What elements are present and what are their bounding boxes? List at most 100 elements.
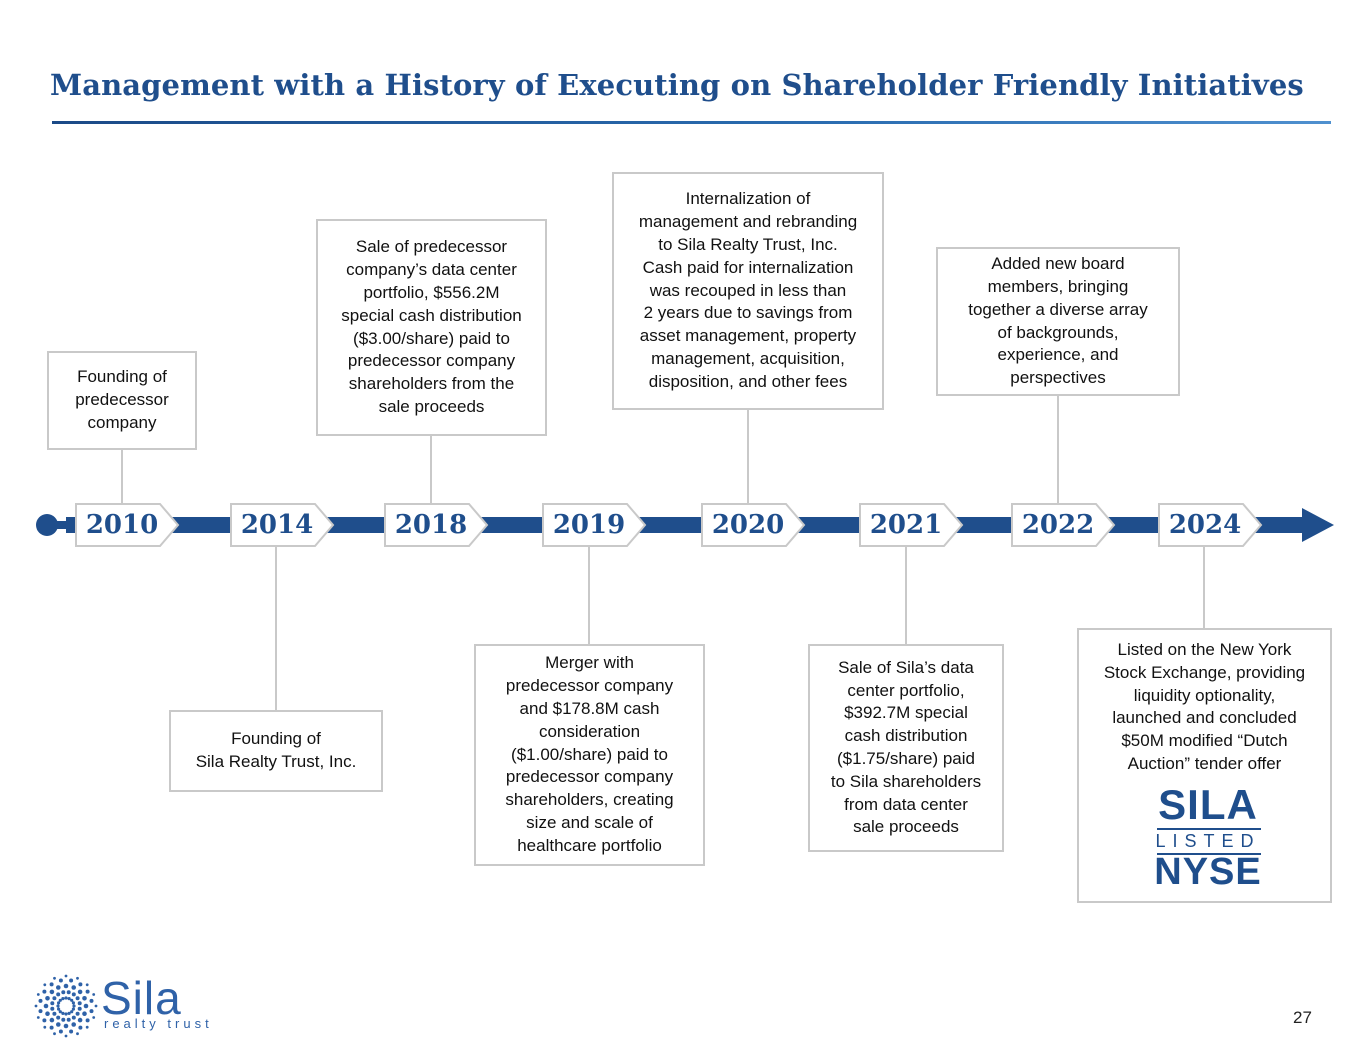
timeline-bar — [66, 517, 1306, 533]
logo-dot — [49, 1017, 55, 1023]
year-chevron-2021 — [859, 503, 964, 547]
page-number: 27 — [1293, 1008, 1312, 1027]
logo-dot — [56, 1022, 61, 1027]
logo-dot — [38, 1009, 43, 1014]
logo-dot — [45, 996, 50, 1001]
event-box-2022: Added new board members, bringing togeth… — [936, 247, 1180, 396]
logo-dot — [56, 985, 61, 990]
logo-dot — [71, 1022, 76, 1027]
logo-dot — [64, 1012, 68, 1016]
logo-dot — [78, 1025, 83, 1030]
logo-dot — [36, 1016, 40, 1019]
year-2024-label: 2024 — [1168, 510, 1242, 540]
event-text-2020: Internalization of management and rebran… — [638, 189, 858, 391]
logo-dot — [42, 1018, 47, 1023]
logo-dot — [75, 996, 80, 1001]
year-chevron-2022 — [1011, 503, 1116, 547]
logo-dot — [78, 982, 83, 987]
connector-2019 — [588, 546, 590, 645]
timeline-start-dot — [36, 514, 58, 536]
logo-dot — [75, 1011, 80, 1016]
event-text-2019: Merger with predecessor company and $178… — [505, 653, 674, 855]
nyse-badge-sila: SILA — [1158, 781, 1258, 828]
event-text-2018: Sale of predecessor company’s data cente… — [341, 237, 522, 416]
connector-2020 — [747, 409, 749, 505]
logo-dot — [49, 1025, 54, 1030]
page-title: Management with a History of Executing o… — [50, 68, 1304, 102]
logo-dot — [56, 1004, 60, 1008]
nyse-badge-rule-bottom — [1157, 853, 1261, 855]
logo-dot — [38, 998, 43, 1003]
timeline-arrowhead — [1302, 508, 1334, 542]
logo-dot — [43, 1003, 49, 1009]
logo-dot — [61, 1017, 66, 1022]
logo-dot — [63, 1023, 69, 1029]
logo-dot — [43, 1025, 47, 1029]
connector-2021 — [905, 546, 907, 645]
year-chevrons — [75, 503, 1263, 547]
year-chevron-2014 — [230, 503, 335, 547]
year-2018-label: 2018 — [394, 510, 468, 540]
logo-dot — [85, 1025, 89, 1029]
connector-2018 — [430, 435, 432, 505]
event-box-2020: Internalization of management and rebran… — [612, 172, 884, 410]
logo-dot — [85, 983, 89, 987]
logo-dot — [82, 996, 87, 1001]
logo-dot — [52, 996, 57, 1001]
logo-dot — [58, 998, 62, 1002]
event-text-2024: Listed on the New York Stock Exchange, p… — [1103, 640, 1306, 773]
year-2020-label: 2020 — [711, 510, 785, 540]
logo-dot — [61, 1011, 65, 1015]
logo-dot — [66, 1017, 71, 1022]
logo-dot — [64, 996, 68, 1000]
logo-dot — [85, 1018, 90, 1023]
year-chevron-2020 — [701, 503, 806, 547]
nyse-badge-rule-top — [1157, 828, 1261, 830]
nyse-badge-listed: LISTED — [1155, 831, 1261, 851]
logo-dot — [67, 997, 71, 1001]
logo-dot — [72, 1004, 76, 1008]
logo-dot — [56, 1015, 61, 1020]
logo-dot — [71, 1015, 76, 1020]
logo-dot — [71, 992, 76, 997]
year-2021-label: 2021 — [869, 510, 943, 540]
logo-dot — [61, 990, 66, 995]
logo-dot — [50, 1006, 55, 1011]
logo-dot — [53, 1032, 56, 1036]
logo-dot — [85, 989, 90, 994]
logo-dot — [58, 1029, 63, 1034]
logo-dot — [58, 1010, 62, 1014]
event-box-2021: Sale of Sila’s data center portfolio, $3… — [808, 644, 1004, 852]
logo-dot — [57, 1001, 61, 1005]
logo-dot — [82, 1011, 87, 1016]
year-chevron-2019 — [542, 503, 647, 547]
logo-dot — [94, 1004, 98, 1008]
logo-dot — [70, 998, 74, 1002]
event-box-2024: Listed on the New York Stock Exchange, p… — [1077, 628, 1332, 903]
logo-dot — [49, 982, 54, 987]
year-2019-label: 2019 — [552, 510, 626, 540]
event-box-2014: Founding of Sila Realty Trust, Inc. — [169, 710, 383, 792]
title-divider — [52, 121, 1331, 124]
logo-dot — [52, 1011, 57, 1016]
logo-dot — [69, 978, 74, 983]
connector-2024 — [1203, 546, 1205, 629]
logo-dot — [56, 992, 61, 997]
logo-dot — [43, 983, 47, 987]
logo-dot — [36, 993, 40, 996]
logo-dot — [77, 1017, 83, 1023]
event-text-2010: Founding of predecessor company — [75, 367, 169, 432]
logo-dot — [77, 1006, 82, 1011]
logo-dot — [89, 998, 94, 1003]
logo-dot — [66, 990, 71, 995]
connector-2010 — [121, 449, 123, 505]
logo-dot — [61, 997, 65, 1001]
logo-dot — [89, 1009, 94, 1014]
logo-dot — [83, 1003, 89, 1009]
nyse-badge-nyse: NYSE — [1154, 851, 1262, 893]
event-box-2010: Founding of predecessor company — [47, 351, 197, 450]
logo-dot — [49, 989, 55, 995]
logo-dot — [64, 974, 68, 978]
connector-2022 — [1057, 395, 1059, 505]
